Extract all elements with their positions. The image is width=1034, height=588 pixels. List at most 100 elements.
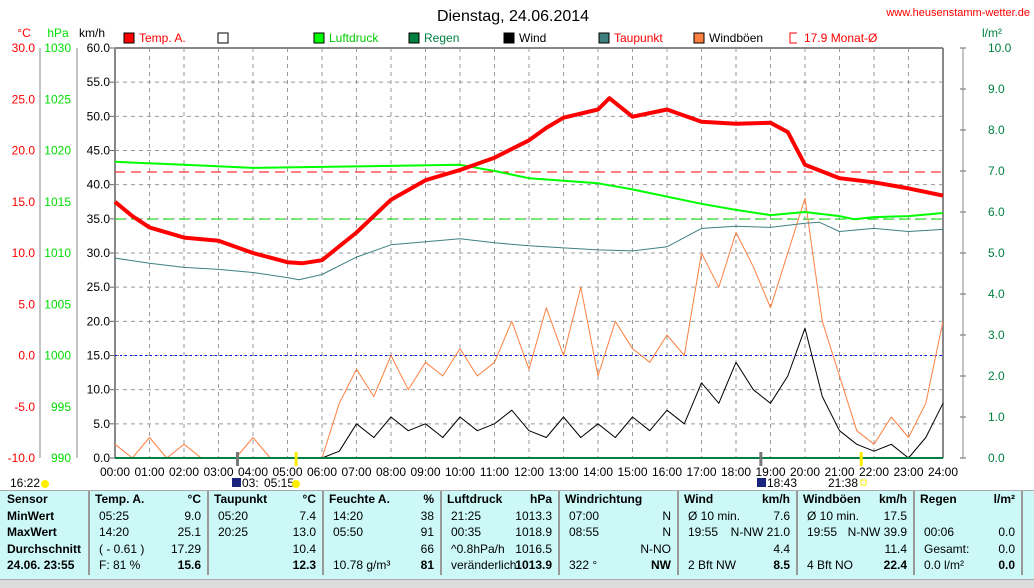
column-header: Wind xyxy=(684,492,714,506)
x-tick-label: 05:00 xyxy=(272,465,302,479)
row-value: 38 xyxy=(420,508,434,523)
row-value: N-NW 21.0 xyxy=(730,525,790,539)
row-value: 25.1 xyxy=(177,525,201,539)
column-unit: l/m² xyxy=(993,492,1015,506)
moonrise-icon xyxy=(232,478,241,487)
x-tick-label: 15:00 xyxy=(617,465,647,479)
row-value: 11.4 xyxy=(884,541,907,556)
row-value: 9.0 xyxy=(184,508,201,523)
x-tick-label: 16:00 xyxy=(652,465,682,479)
legend-label: Wind xyxy=(519,31,546,45)
rain-tick-label: 7.0 xyxy=(988,164,1005,178)
table-column: Windböen km/h Ø 10 min. 17.5 19:55 N-NW 39.9 1… xyxy=(796,491,915,575)
row-value: 1016.5 xyxy=(515,541,552,556)
x-tick-label: 07:00 xyxy=(341,465,371,479)
pressure-tick-label: 995 xyxy=(51,400,71,414)
moonrise-label: 03: xyxy=(242,476,259,490)
rain-unit: l/m² xyxy=(982,26,1002,40)
column-header: Regen xyxy=(920,492,957,506)
row-value: 8.5 xyxy=(773,558,790,572)
legend-swatch xyxy=(313,32,325,44)
table-row: 4 Bft NO 22.4 xyxy=(796,557,913,574)
row-value: 1013.9 xyxy=(515,558,552,572)
row-label: MinWert xyxy=(7,508,55,523)
row-label: 05:50 xyxy=(333,525,364,539)
row-label: 05:20 xyxy=(218,508,249,523)
column-unit: % xyxy=(423,492,434,506)
series-luftdruck xyxy=(114,160,944,221)
x-tick-label: 18:00 xyxy=(721,465,751,479)
column-header: Temp. A. xyxy=(95,492,145,506)
row-label: ^0.8hPa/h xyxy=(451,541,505,556)
temp-tick-label: 15.0 xyxy=(12,195,36,209)
row-value: 1013.3 xyxy=(515,508,552,523)
table-row: 322 ° NW xyxy=(558,557,677,574)
series-windb-en xyxy=(114,197,944,459)
x-tick-label: 03:00 xyxy=(203,465,233,479)
legend-swatch xyxy=(693,32,705,44)
column-header: Taupunkt xyxy=(214,492,268,506)
legend-swatch xyxy=(789,32,797,44)
wind-tick-label: 10.0 xyxy=(87,383,111,397)
table-row: 14:20 25.1 xyxy=(88,524,207,541)
wind-tick-label: 20.0 xyxy=(87,314,111,328)
row-label: 322 ° xyxy=(569,558,598,572)
rain-tick-label: 0.0 xyxy=(988,451,1005,465)
rain-tick-label: 8.0 xyxy=(988,123,1005,137)
wind-tick-label: 45.0 xyxy=(87,144,111,158)
row-value: NW xyxy=(651,558,671,572)
wind-tick-label: 30.0 xyxy=(87,246,111,260)
table-row: veränderlich 1013.9 xyxy=(440,557,558,574)
table-row: Durchschnitt xyxy=(0,541,88,558)
rain-tick-label: 3.0 xyxy=(988,328,1005,342)
column-unit: °C xyxy=(302,492,316,506)
pressure-tick-label: 1025 xyxy=(44,92,71,106)
x-tick-label: 13:00 xyxy=(548,465,578,479)
pressure-tick-label: 1000 xyxy=(44,349,71,363)
stats-table: Sensor MinWert MaxWert Durchschnitt 24.06. 2… xyxy=(0,490,1034,579)
temp-tick-label: -10.0 xyxy=(8,451,36,465)
table-row: 11.4 xyxy=(796,541,913,558)
rain-tick-label: 10.0 xyxy=(988,41,1012,55)
x-tick-label: 09:00 xyxy=(410,465,440,479)
table-column: Luftdruck hPa 21:25 1013.3 00:35 1018.9 ^0.8hP… xyxy=(440,491,560,575)
table-row: 07:00 N xyxy=(558,508,677,525)
row-value: N-NO xyxy=(640,541,671,556)
legend-swatch xyxy=(123,32,135,44)
wind-tick-label: 60.0 xyxy=(87,41,111,55)
legend-swatch xyxy=(217,32,229,44)
pressure-tick-label: 1015 xyxy=(44,195,71,209)
row-value: 91 xyxy=(420,525,434,539)
row-label: 2 Bft NW xyxy=(688,558,737,572)
x-tick-label: 19:00 xyxy=(755,465,785,479)
temp-tick-label: 20.0 xyxy=(12,144,36,158)
temp-tick-label: 5.0 xyxy=(18,297,35,311)
row-value: 66 xyxy=(420,541,434,556)
table-column: Sensor MinWert MaxWert Durchschnitt 24.06. 2… xyxy=(0,491,90,575)
row-label: Durchschnitt xyxy=(7,541,82,556)
row-value: 4.4 xyxy=(773,541,790,556)
row-label: 20:25 xyxy=(218,525,249,539)
legend-label: Luftdruck xyxy=(329,31,379,45)
x-tick-label: 24:00 xyxy=(928,465,958,479)
table-column: Regen l/m² 00:06 0.0 Gesamt: 0.0 0.0 l/m² 0.0 xyxy=(913,491,1023,575)
table-row xyxy=(913,508,1021,525)
row-label: MaxWert xyxy=(7,525,57,539)
row-label: Ø 10 min. xyxy=(688,508,741,523)
wind-tick-label: 55.0 xyxy=(87,75,111,89)
row-label: veränderlich xyxy=(451,558,517,572)
row-value: N xyxy=(662,508,671,523)
table-row: 20:25 13.0 xyxy=(207,524,322,541)
table-column: Temp. A. °C 05:25 9.0 14:20 25.1 ( - 0.61 ) 17.… xyxy=(88,491,209,575)
temp-tick-label: 0.0 xyxy=(18,349,35,363)
wind-tick-label: 5.0 xyxy=(93,417,110,431)
row-value: 0.0 xyxy=(998,525,1015,539)
pressure-tick-label: 1010 xyxy=(44,246,71,260)
x-tick-label: 11:00 xyxy=(480,465,509,479)
legend-label: Temp. A. xyxy=(139,31,186,45)
legend-label: 17.9 Monat-Ø xyxy=(804,31,877,45)
plot-area xyxy=(115,48,943,458)
chart-title: Dienstag, 24.06.2014 xyxy=(437,8,589,25)
wind-tick-label: 50.0 xyxy=(87,109,111,123)
x-tick-label: 00:00 xyxy=(100,465,130,479)
